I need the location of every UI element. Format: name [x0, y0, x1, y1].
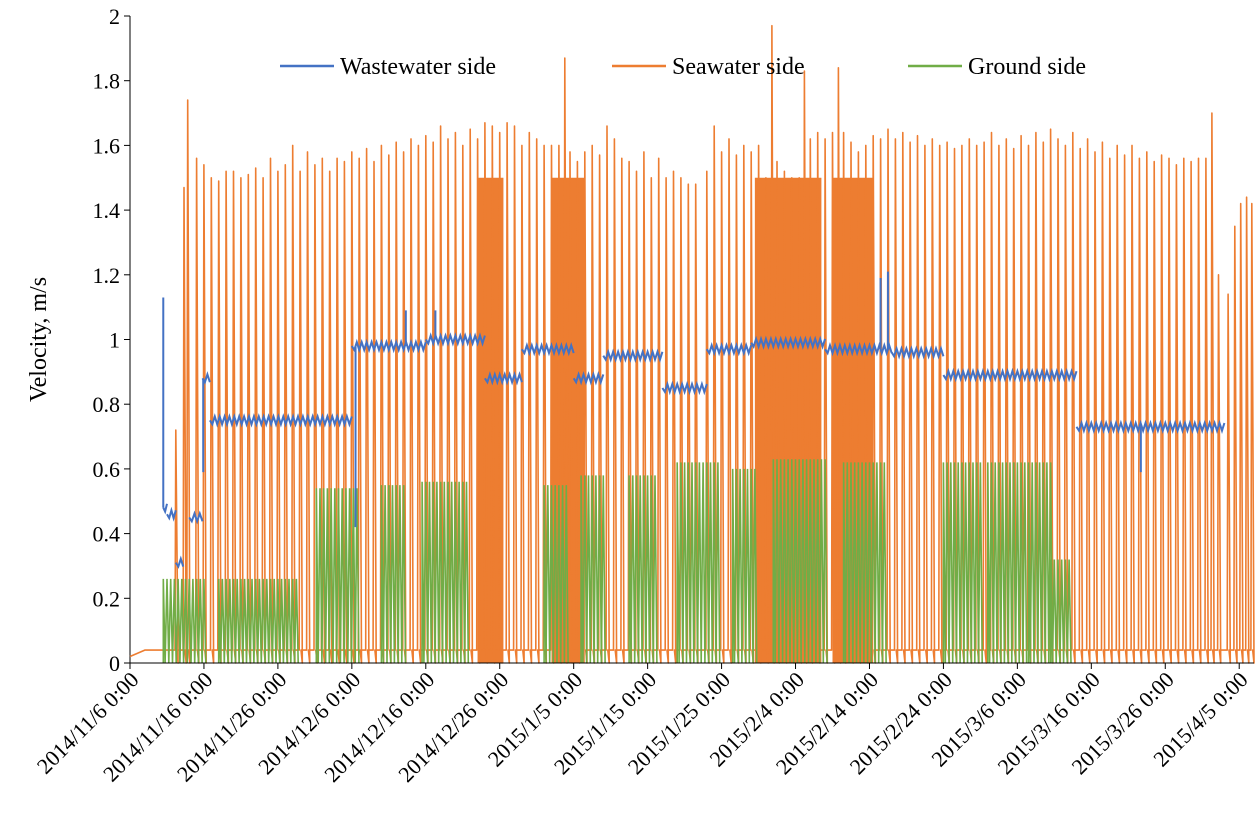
ground-side-segment [217, 578, 299, 664]
legend-item: Ground side [908, 54, 1086, 80]
wastewater-side-segment [162, 503, 168, 515]
y-tick-label: 0.6 [93, 457, 121, 482]
legend-item: Wastewater side [280, 54, 496, 80]
legend-label: Seawater side [672, 54, 805, 80]
ground-side-segment [1027, 462, 1054, 664]
y-tick-label: 1.8 [93, 69, 121, 94]
wastewater-side-segment [350, 338, 427, 354]
wastewater-side-segment [750, 335, 827, 350]
legend-item: Seawater side [612, 54, 805, 80]
y-tick-label: 2 [109, 4, 120, 29]
wastewater-side-segment [661, 380, 708, 396]
series-seawater-side [129, 24, 1255, 664]
y-axis-title: Velocity, m/s [26, 277, 52, 402]
y-tick-label: 1.4 [93, 198, 121, 223]
wastewater-side-segment [209, 413, 353, 428]
ground-side-segment [772, 459, 828, 664]
ground-side-segment [676, 462, 721, 664]
y-tick-label: 0 [109, 651, 120, 676]
ground-side-segment [380, 485, 407, 664]
ground-side-segment [162, 578, 207, 664]
wastewater-side-segment [521, 341, 575, 357]
wastewater-side-segment [572, 371, 605, 386]
y-tick-label: 0.8 [93, 392, 121, 417]
ground-side-segment [987, 462, 1028, 664]
legend-label: Ground side [968, 54, 1086, 80]
ground-side-segment [315, 488, 360, 664]
ground-side-segment [842, 462, 887, 664]
wastewater-side-segment [484, 371, 523, 386]
wastewater-side-segment [1075, 419, 1226, 434]
ground-side-segment [543, 485, 569, 664]
wastewater-side-segment [166, 506, 177, 522]
y-axis: 0 0.2 0.4 0.6 0.8 1 1.2 1.4 1.6 1.8 2 [93, 4, 131, 676]
ground-side-segment [421, 481, 470, 664]
wastewater-side-segment [602, 348, 664, 363]
y-tick-label: 1.6 [93, 133, 121, 158]
legend: Wastewater side Seawater side Ground side [280, 54, 1086, 80]
ground-side-segment [580, 475, 606, 664]
wastewater-side-segment [705, 341, 753, 357]
y-tick-label: 0.4 [93, 522, 121, 547]
wastewater-side-segment [174, 555, 185, 569]
seawater-side-line [129, 24, 1255, 664]
y-tick-label: 1 [109, 328, 120, 353]
ground-side-segment [942, 462, 983, 664]
y-tick-label: 0.2 [93, 586, 121, 611]
legend-label: Wastewater side [340, 54, 496, 80]
ground-side-segment [731, 468, 758, 664]
series-wastewater-side [162, 271, 1226, 569]
wastewater-side-segment [188, 510, 204, 525]
y-tick-label: 1.2 [93, 263, 121, 288]
wastewater-side-segment [890, 345, 945, 360]
wastewater-side-segment [942, 367, 1078, 383]
